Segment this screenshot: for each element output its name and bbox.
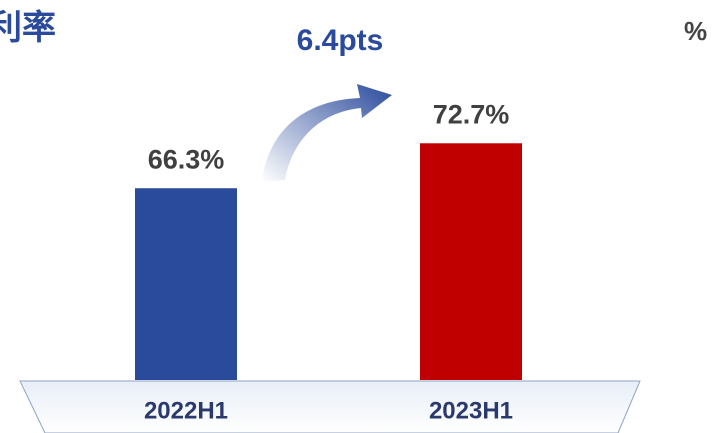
chart-title: 利率 bbox=[0, 9, 56, 47]
growth-arrow bbox=[262, 84, 392, 182]
x-tick-label: 2023H1 bbox=[429, 397, 513, 424]
value-label: 66.3% bbox=[148, 144, 225, 174]
platform bbox=[19, 380, 641, 433]
x-tick-label: 2022H1 bbox=[144, 397, 228, 424]
bar bbox=[135, 188, 237, 380]
bar bbox=[420, 143, 522, 380]
value-label: 72.7% bbox=[433, 99, 510, 129]
unit-label: % bbox=[684, 16, 707, 46]
annotation: 6.4pts bbox=[297, 24, 384, 57]
